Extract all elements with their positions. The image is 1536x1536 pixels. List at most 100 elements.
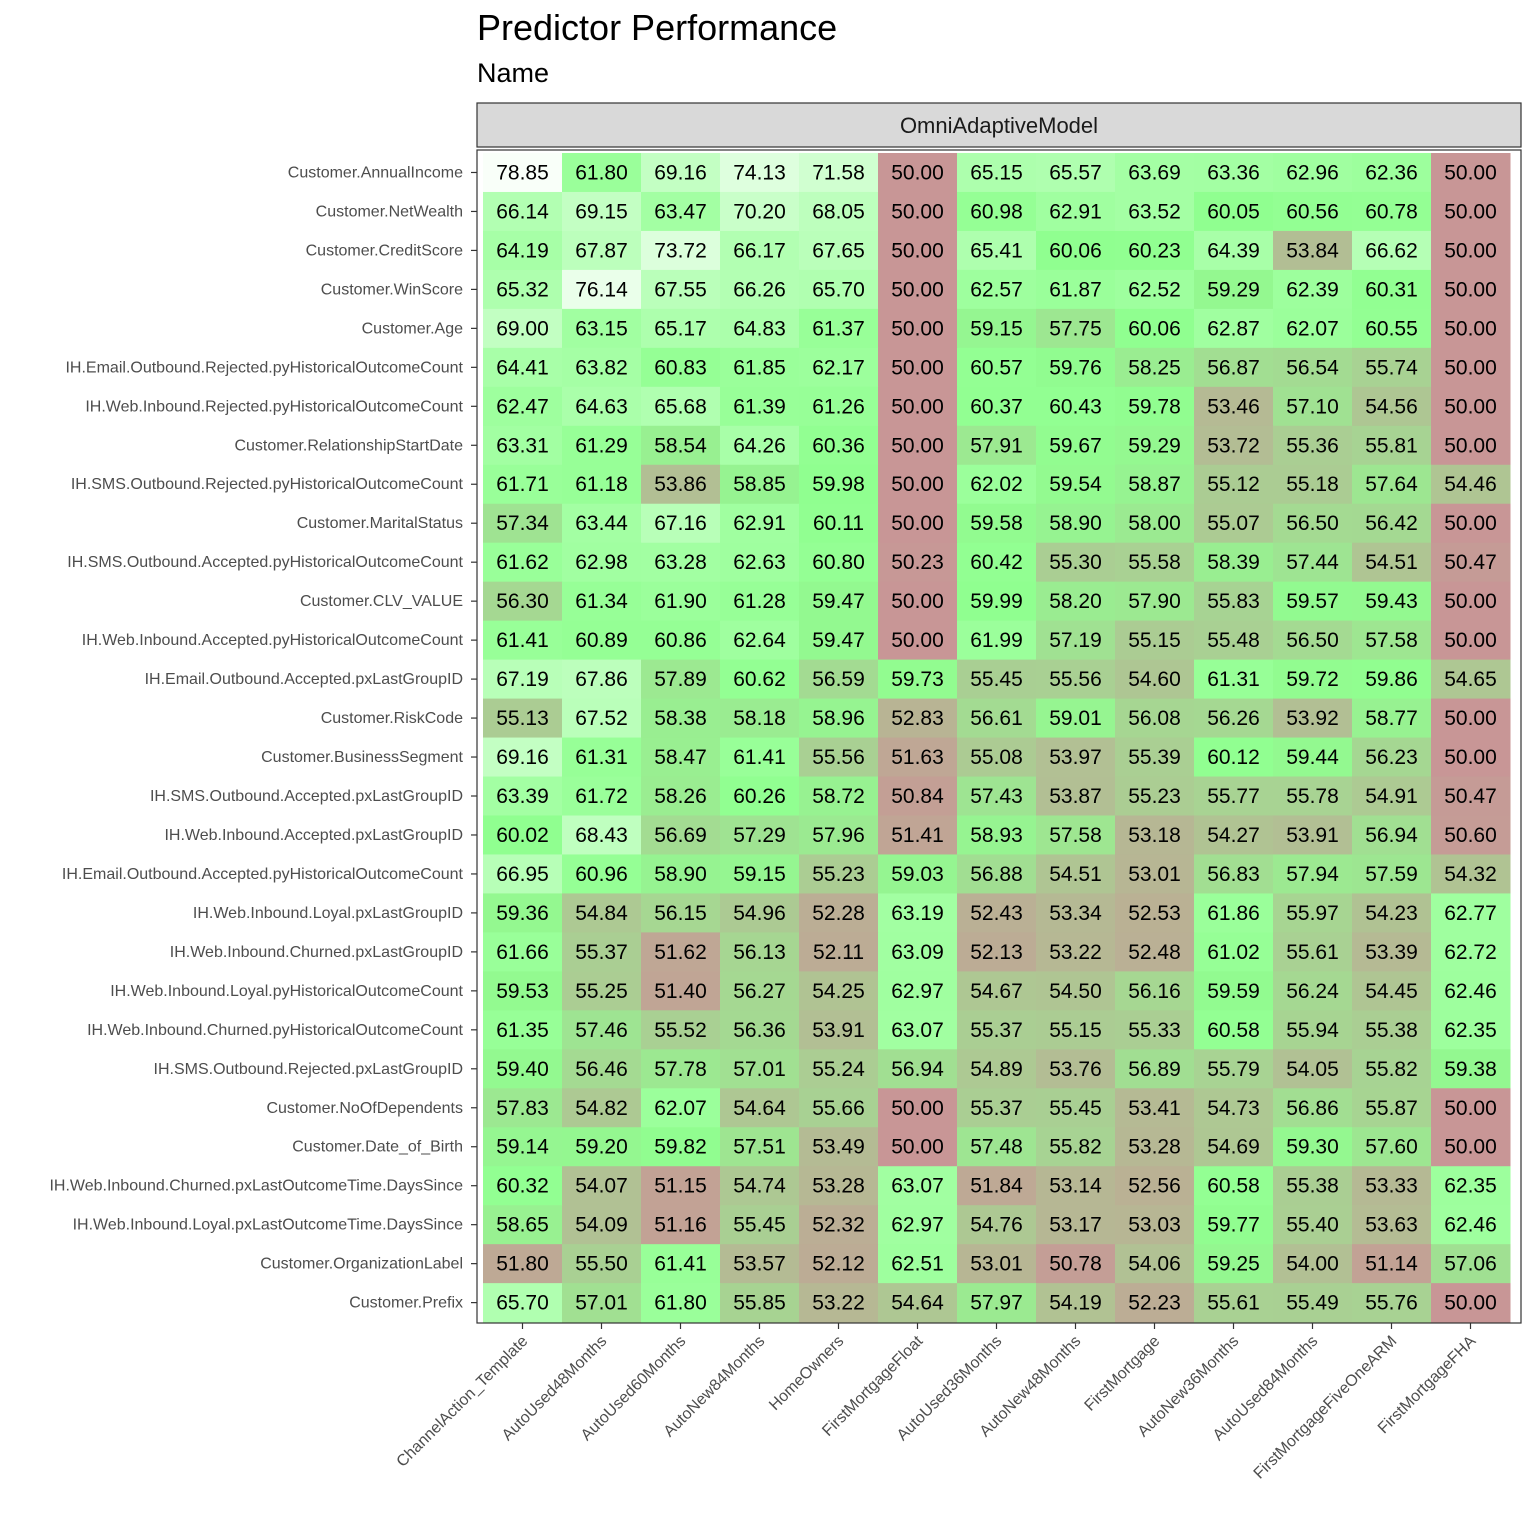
heatmap-cell <box>483 1010 563 1050</box>
heatmap-cell <box>1431 932 1511 972</box>
heatmap-cell <box>1352 659 1432 700</box>
cell-value-label: 57.19 <box>1049 629 1102 652</box>
heatmap-cell <box>799 153 879 193</box>
heatmap-cell <box>483 425 563 466</box>
heatmap-cell <box>1115 308 1195 349</box>
heatmap-cell <box>562 854 642 894</box>
cell-value-label: 50.00 <box>1444 434 1497 457</box>
cell-value-label: 53.91 <box>1286 824 1339 847</box>
cell-value-label: 70.20 <box>733 200 786 223</box>
cell-value-label: 58.00 <box>1128 512 1181 535</box>
cell-value-label: 78.85 <box>496 161 549 184</box>
heatmap-cell <box>1036 191 1116 232</box>
cell-value-label: 58.93 <box>970 824 1023 847</box>
heatmap-cell <box>799 971 879 1011</box>
heatmap-cell <box>799 620 879 661</box>
cell-value-label: 57.91 <box>970 434 1023 457</box>
cell-value-label: 58.18 <box>733 707 786 730</box>
heatmap-cell <box>483 815 563 855</box>
heatmap-cell <box>799 347 879 388</box>
heatmap-cell <box>562 1283 642 1323</box>
heatmap-cell <box>957 386 1037 427</box>
cell-value-label: 50.00 <box>891 1136 944 1159</box>
cell-value-label: 50.00 <box>891 590 944 613</box>
heatmap-cell <box>878 308 958 349</box>
heatmap-cell <box>1115 542 1195 583</box>
cell-value-label: 55.76 <box>1365 1292 1418 1315</box>
cell-value-label: 63.28 <box>654 551 707 574</box>
cell-value-label: 59.29 <box>1207 278 1260 301</box>
heatmap-cell <box>562 776 642 816</box>
cell-value-label: 65.70 <box>496 1292 549 1315</box>
cell-value-label: 55.78 <box>1286 785 1339 808</box>
heatmap-cell <box>483 1283 563 1323</box>
cell-value-label: 61.31 <box>1207 668 1260 691</box>
heatmap-cell <box>1431 308 1511 349</box>
cell-value-label: 56.24 <box>1286 980 1339 1003</box>
heatmap-cell <box>720 1166 800 1206</box>
cell-value-label: 60.80 <box>812 551 865 574</box>
cell-value-label: 51.63 <box>891 746 944 769</box>
heatmap-cell <box>1194 464 1274 505</box>
cell-value-label: 58.38 <box>654 707 707 730</box>
cell-value-label: 62.39 <box>1286 278 1339 301</box>
heatmap-cell <box>483 737 563 778</box>
heatmap-cell <box>1194 153 1274 193</box>
cell-value-label: 55.18 <box>1286 473 1339 496</box>
cell-value-label: 53.34 <box>1049 902 1102 925</box>
cell-value-label: 59.40 <box>496 1058 549 1081</box>
cell-value-label: 59.53 <box>496 980 549 1003</box>
heatmap-cell <box>1036 269 1116 310</box>
heatmap-cell <box>1273 1010 1353 1050</box>
cell-value-label: 59.59 <box>1207 980 1260 1003</box>
cell-value-label: 54.27 <box>1207 824 1260 847</box>
cell-value-label: 53.72 <box>1207 434 1260 457</box>
cell-value-label: 54.56 <box>1365 395 1418 418</box>
heatmap-cell <box>641 1127 721 1167</box>
heatmap-cell <box>720 386 800 427</box>
heatmap-cell <box>483 230 563 271</box>
cell-value-label: 54.84 <box>575 902 628 925</box>
heatmap-cell <box>799 503 879 544</box>
heatmap-cell <box>957 971 1037 1011</box>
heatmap-cell <box>1352 503 1432 544</box>
heatmap-cell <box>1194 815 1274 855</box>
heatmap-cell <box>878 386 958 427</box>
cell-value-label: 53.87 <box>1049 785 1102 808</box>
cell-value-label: 61.66 <box>496 941 549 964</box>
heatmap-cell <box>1194 581 1274 622</box>
heatmap-cell <box>562 815 642 855</box>
heatmap-cell <box>957 425 1037 466</box>
heatmap-cell <box>1194 542 1274 583</box>
heatmap-cell <box>720 854 800 894</box>
cell-value-label: 62.91 <box>1049 200 1102 223</box>
cell-value-label: 66.62 <box>1365 239 1418 262</box>
heatmap-cell <box>1115 854 1195 894</box>
heatmap-cell <box>562 1049 642 1089</box>
heatmap-cell <box>1273 269 1353 310</box>
cell-value-label: 50.00 <box>1444 746 1497 769</box>
cell-value-label: 50.00 <box>891 239 944 262</box>
cell-value-label: 50.00 <box>1444 356 1497 379</box>
cell-value-label: 53.86 <box>654 473 707 496</box>
heatmap-cell <box>1431 776 1511 816</box>
cell-value-label: 66.26 <box>733 278 786 301</box>
cell-value-label: 54.51 <box>1365 551 1418 574</box>
cell-value-label: 50.00 <box>891 356 944 379</box>
heatmap-cell <box>1352 1010 1432 1050</box>
y-axis-tick-label: Customer.NetWealth <box>316 203 463 220</box>
heatmap-cell <box>1431 1166 1511 1206</box>
cell-value-label: 50.00 <box>1444 1097 1497 1120</box>
heatmap-cell <box>1194 347 1274 388</box>
cell-value-label: 61.85 <box>733 356 786 379</box>
heatmap-cell <box>1194 230 1274 271</box>
heatmap-cell <box>1115 815 1195 855</box>
heatmap-cell <box>1194 1088 1274 1128</box>
cell-value-label: 56.94 <box>1365 824 1418 847</box>
heatmap-cell <box>1352 1205 1432 1245</box>
heatmap-cell <box>483 386 563 427</box>
cell-value-label: 55.24 <box>812 1058 865 1081</box>
heatmap-cell <box>1273 1205 1353 1245</box>
cell-value-label: 56.42 <box>1365 512 1418 535</box>
y-axis-tick-label: Customer.BusinessSegment <box>261 749 463 766</box>
